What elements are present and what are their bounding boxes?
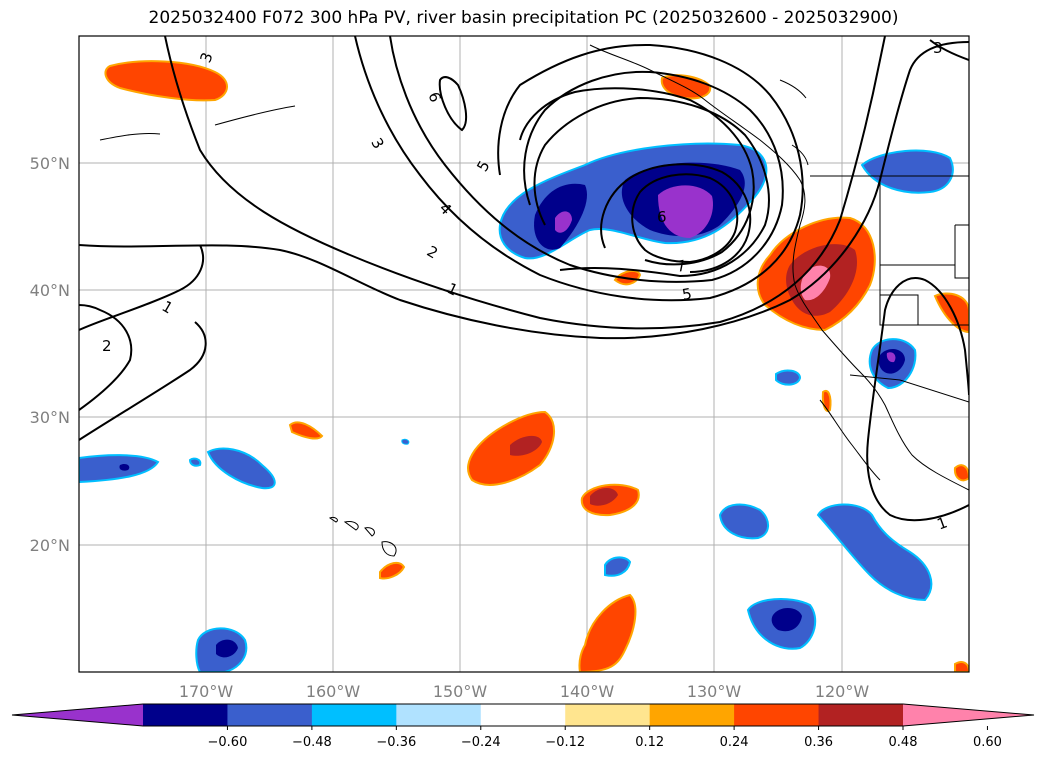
colorbar-segment [480, 704, 566, 726]
lat-tick-label: 50°N [30, 154, 70, 173]
colorbar-tick-label: 0.60 [973, 735, 1002, 750]
precip-negative-blob [775, 369, 802, 386]
colorbar-tick-label: −0.60 [208, 735, 248, 750]
lat-tick-label: 20°N [30, 536, 70, 555]
chart-title: 2025032400 F072 300 hPa PV, river basin … [148, 8, 899, 28]
precip-negative-blob [604, 556, 632, 577]
contour-label: 6 [657, 208, 667, 226]
colorbar-segment [396, 704, 482, 726]
colorbar-tick-label: 0.36 [804, 735, 833, 750]
colorbar-segment [734, 704, 820, 726]
precip-extreme-core [886, 352, 896, 363]
colorbar-segment [649, 704, 735, 726]
colorbar-tick-label: 0.48 [889, 735, 918, 750]
precip-positive-blob [288, 421, 324, 440]
precip-negative-blob [816, 503, 933, 602]
colorbar-segment [227, 704, 313, 726]
lon-tick-label: 150°W [433, 682, 488, 701]
colorbar-segment [565, 704, 651, 726]
contour-label: 5 [473, 157, 493, 174]
precip-extreme-core [555, 211, 572, 233]
colorbar-segment [818, 704, 904, 726]
precip-extreme-core [658, 185, 714, 238]
colorbar-extend-high [903, 704, 1034, 726]
contour-label: 3 [933, 39, 943, 57]
contour-label: 7 [675, 257, 688, 276]
colorbar-outline [11, 703, 1035, 727]
precip-negative-core [771, 607, 802, 632]
precip-negative-blob [79, 454, 160, 484]
colorbar-tick-label: −0.24 [461, 735, 501, 750]
colorbar-segment [143, 704, 228, 726]
precip-positive-blob [578, 593, 637, 672]
precip-positive-blob [104, 60, 228, 102]
colorbar-tick-label: 0.24 [720, 735, 749, 750]
precip-positive-blob [379, 561, 406, 580]
contour-label: 2 [102, 337, 112, 355]
latitude-tick-labels: 50°N 40°N 30°N 20°N [30, 154, 70, 555]
colorbar-tick-label: −0.48 [292, 735, 332, 750]
colorbar-extend-low [12, 704, 143, 726]
precip-negative-blob [860, 149, 954, 194]
precip-negative-blob [188, 457, 202, 467]
contour-label: 4 [436, 199, 455, 218]
contour-label: 3 [367, 135, 387, 152]
lon-tick-label: 160°W [306, 682, 361, 701]
coastlines [99, 44, 969, 557]
precip-positive-blob [953, 464, 969, 482]
contour-label: 1 [444, 279, 460, 299]
lon-tick-label: 140°W [560, 682, 615, 701]
contour-label: 1 [935, 513, 950, 533]
contour-label: 1 [159, 297, 176, 317]
precip-positive-blob [613, 269, 642, 286]
contour-label: 2 [424, 242, 441, 262]
precipitation-fields [79, 60, 969, 672]
contour-label: 6 [425, 90, 445, 105]
colorbar [11, 703, 1035, 727]
colorbar-tick-labels: −0.60 −0.48 −0.36 −0.24 −0.12 0.12 0.24 0.36 0.4… [208, 726, 1002, 750]
precip-positive-core [590, 487, 618, 506]
pv-contours [79, 36, 969, 522]
lon-tick-label: 130°W [687, 682, 742, 701]
longitude-tick-labels: 170°W 160°W 150°W 140°W 130°W 120°W [179, 682, 870, 701]
precip-negative-core [216, 639, 238, 658]
precip-positive-core [510, 435, 542, 456]
precip-positive-blob [933, 292, 969, 334]
precip-negative-blob [206, 447, 276, 490]
lat-tick-label: 40°N [30, 281, 70, 300]
colorbar-tick-label: 0.12 [635, 735, 664, 750]
contour-label: 3 [196, 50, 216, 65]
lat-tick-label: 30°N [30, 408, 70, 427]
colorbar-tick-label: −0.12 [545, 735, 585, 750]
precip-negative-core [119, 463, 130, 471]
colorbar-segment [311, 704, 397, 726]
map-frame [78, 35, 970, 673]
precip-negative-blob [718, 503, 769, 540]
lon-tick-label: 120°W [815, 682, 870, 701]
lon-tick-label: 170°W [179, 682, 234, 701]
borders [810, 175, 969, 403]
contour-label: 5 [681, 285, 694, 304]
colorbar-tick-label: −0.36 [376, 735, 416, 750]
precip-negative-blob [401, 438, 410, 445]
precip-positive-blob [954, 661, 969, 672]
